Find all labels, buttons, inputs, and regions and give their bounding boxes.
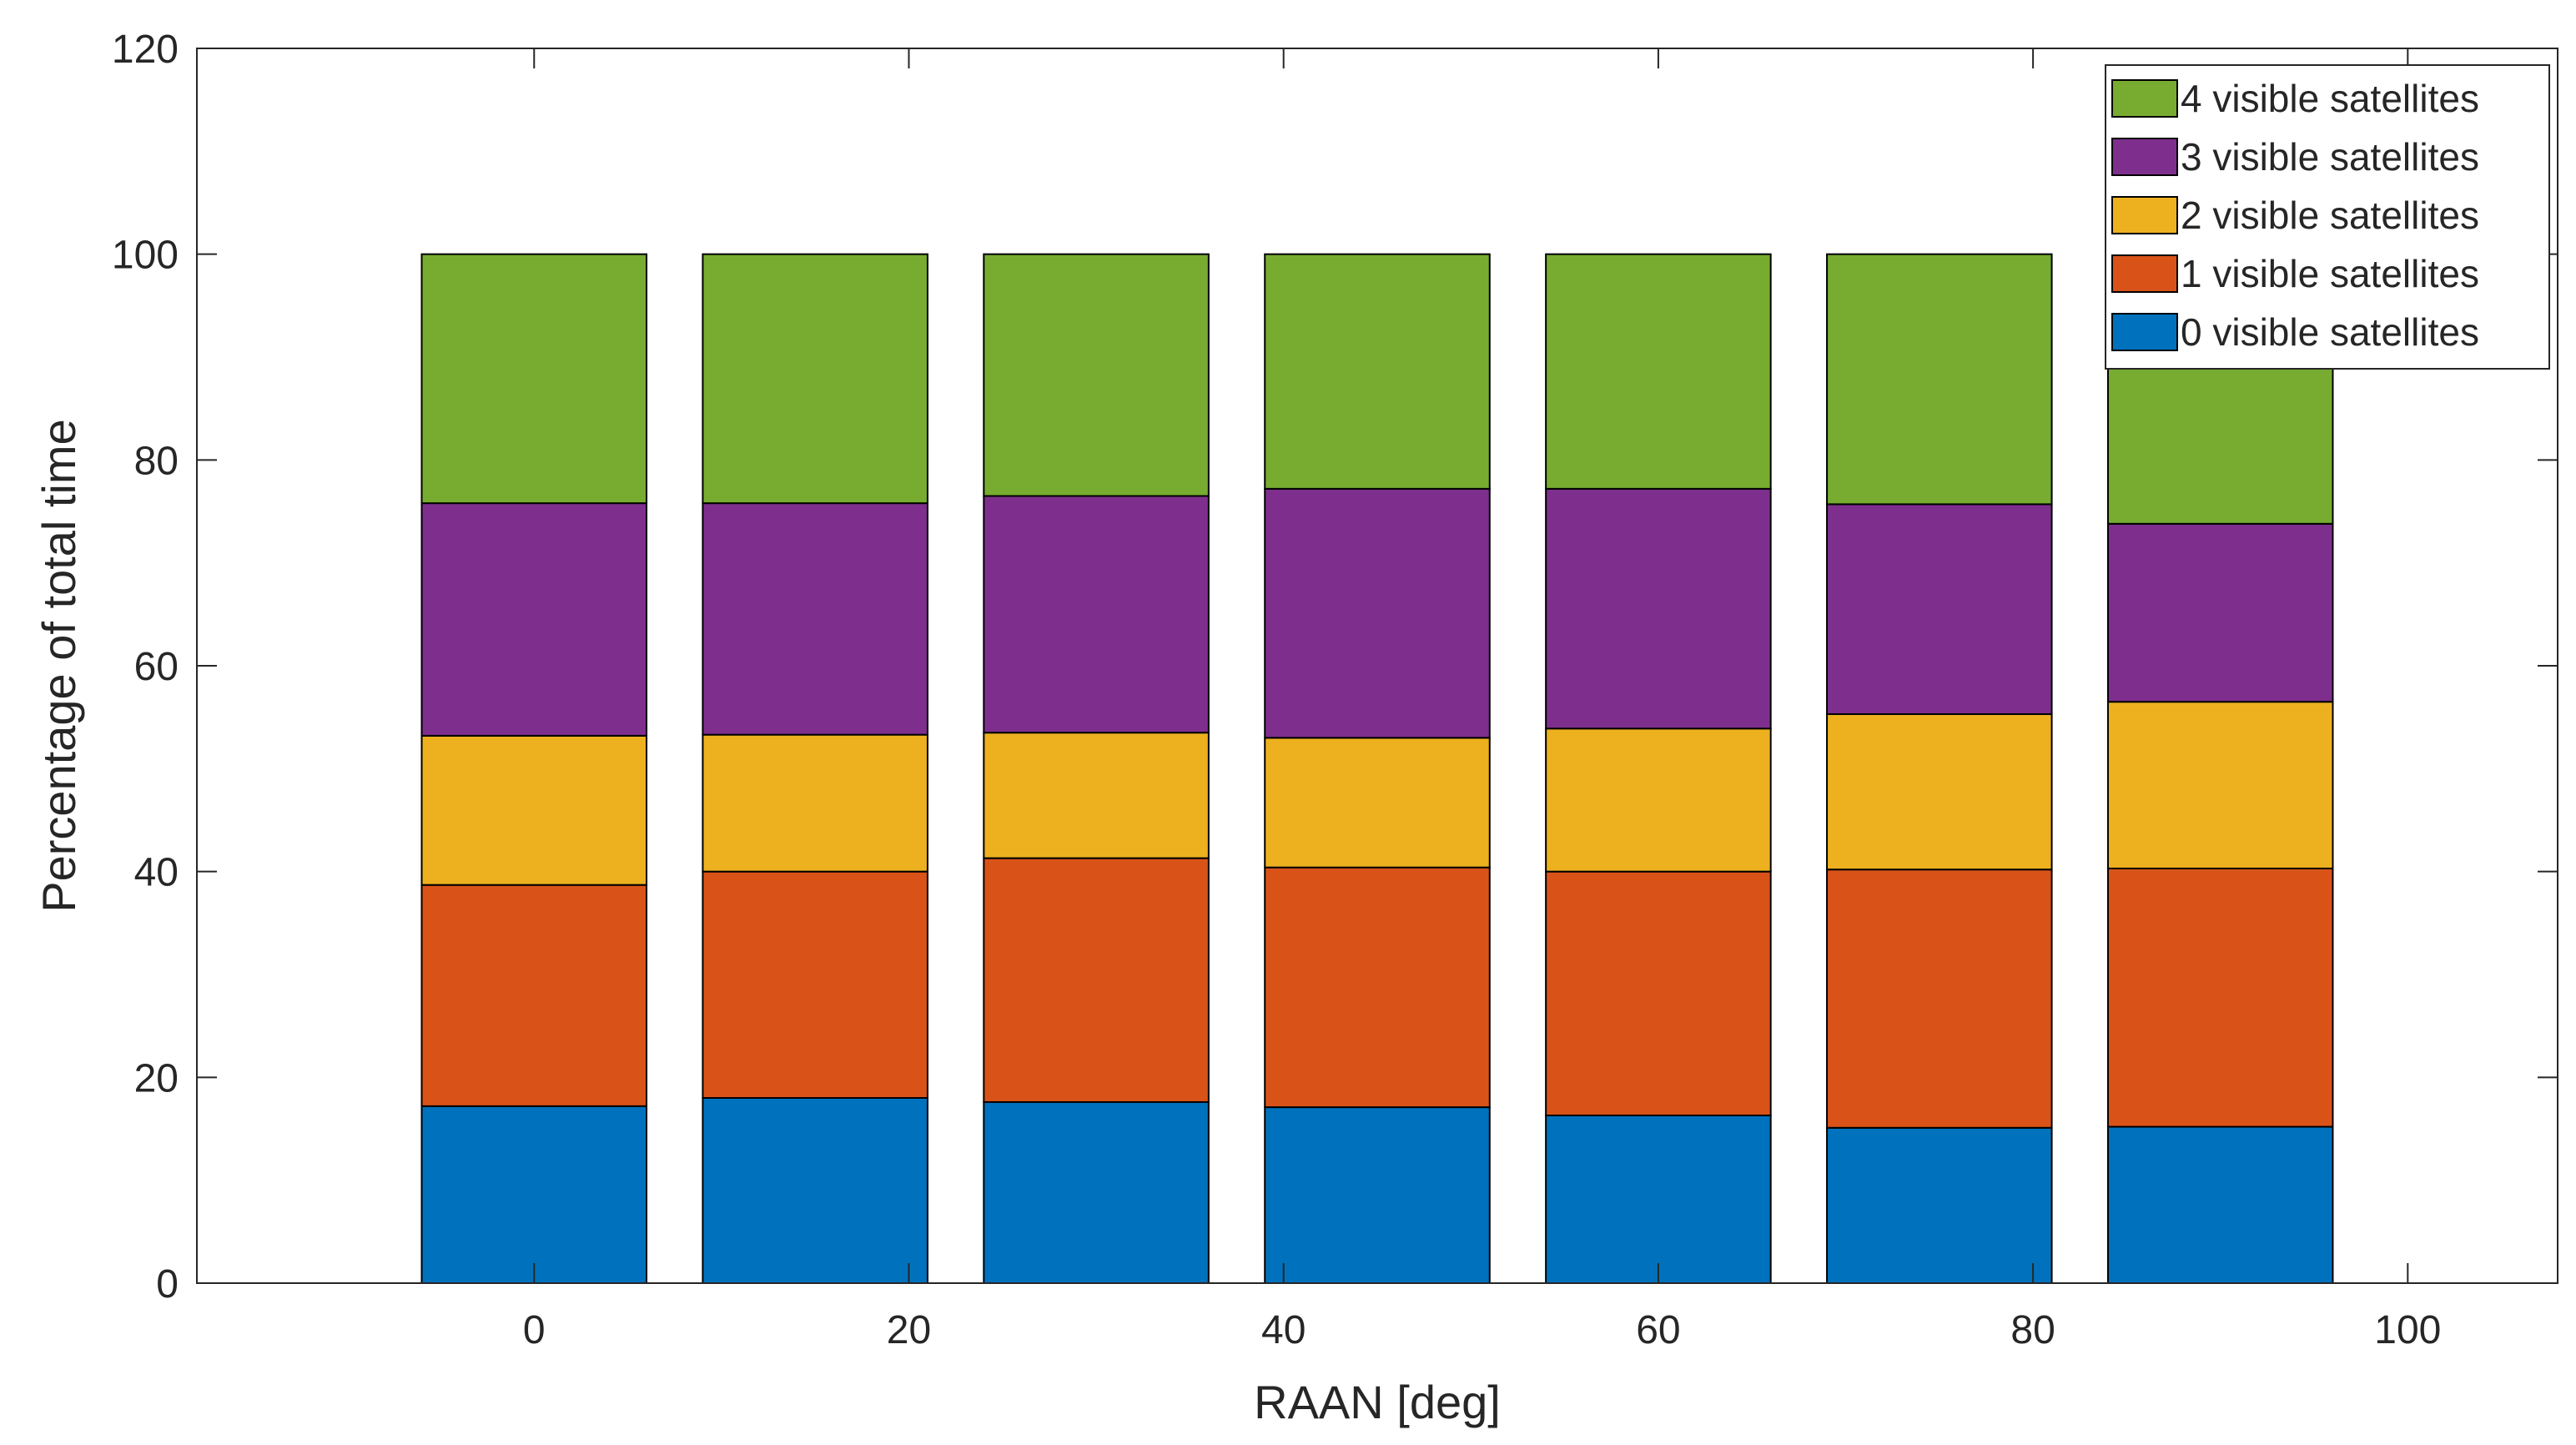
bar-segment-2-1 [702, 733, 928, 873]
legend-swatch [2111, 313, 2178, 351]
bar-segment-2-3 [1264, 737, 1491, 869]
bar-segment-1-4 [1545, 870, 1772, 1116]
bar-segment-1-2 [983, 857, 1210, 1103]
bar-segment-2-4 [1545, 728, 1772, 873]
legend-swatch [2111, 138, 2178, 176]
bar-segment-3-4 [1545, 487, 1772, 730]
bar-segment-3-2 [983, 495, 1210, 734]
bar-segment-4-5 [1826, 253, 2053, 506]
bar-segment-3-6 [2106, 522, 2334, 703]
legend-label: 4 visible satellites [2181, 77, 2479, 120]
x-tick-label: 40 [1261, 1308, 1306, 1352]
x-tick-label: 60 [1636, 1308, 1680, 1352]
bar-segment-4-4 [1545, 253, 1772, 490]
y-tick-label: 80 [134, 439, 179, 483]
bar-segment-3-1 [702, 502, 928, 736]
y-tick-label: 20 [134, 1056, 179, 1100]
legend-box [2105, 64, 2550, 370]
bar-segment-4-0 [420, 253, 648, 505]
x-tick-label: 20 [887, 1308, 931, 1352]
bar-segment-3-0 [420, 502, 648, 737]
x-tick-label: 100 [2374, 1308, 2441, 1352]
x-tick-label: 80 [2010, 1308, 2055, 1352]
legend-label: 3 visible satellites [2181, 135, 2479, 179]
y-tick-label: 40 [134, 851, 179, 895]
bar-segment-2-5 [1826, 712, 2053, 871]
legend-swatch [2111, 254, 2178, 293]
bar-segment-1-5 [1826, 869, 2053, 1129]
bar-segment-1-6 [2106, 867, 2334, 1128]
bar-segment-2-2 [983, 732, 1210, 859]
bar-segment-4-3 [1264, 253, 1491, 490]
bar-segment-2-6 [2106, 701, 2334, 869]
legend-label: 2 visible satellites [2181, 194, 2479, 237]
bar-segment-0-4 [1545, 1114, 1772, 1285]
x-axis-label: RAAN [deg] [1254, 1376, 1501, 1428]
bar-segment-0-1 [702, 1097, 928, 1284]
bar-segment-4-1 [702, 253, 928, 505]
legend-swatch [2111, 79, 2178, 118]
y-tick-label: 120 [112, 28, 179, 72]
bar-segment-0-6 [2106, 1125, 2334, 1284]
legend-label: 0 visible satellites [2181, 310, 2479, 354]
bar-segment-1-0 [420, 884, 648, 1107]
bar-segment-0-0 [420, 1105, 648, 1285]
bar-segment-0-5 [1826, 1126, 2053, 1285]
y-tick-label: 100 [112, 234, 179, 278]
bar-segment-0-2 [983, 1100, 1210, 1285]
bar-segment-2-0 [420, 734, 648, 886]
legend-swatch [2111, 196, 2178, 234]
bar-segment-3-5 [1826, 503, 2053, 715]
bar-segment-1-1 [702, 870, 928, 1099]
y-tick-label: 0 [156, 1262, 179, 1307]
bar-segment-3-3 [1264, 487, 1491, 739]
y-tick-label: 60 [134, 645, 179, 689]
bar-segment-0-3 [1264, 1106, 1491, 1284]
bar-segment-4-2 [983, 253, 1210, 497]
legend-label: 1 visible satellites [2181, 252, 2479, 295]
x-tick-label: 0 [523, 1308, 546, 1352]
bar-segment-1-3 [1264, 866, 1491, 1109]
y-axis-label: Percentage of total time [33, 419, 85, 912]
